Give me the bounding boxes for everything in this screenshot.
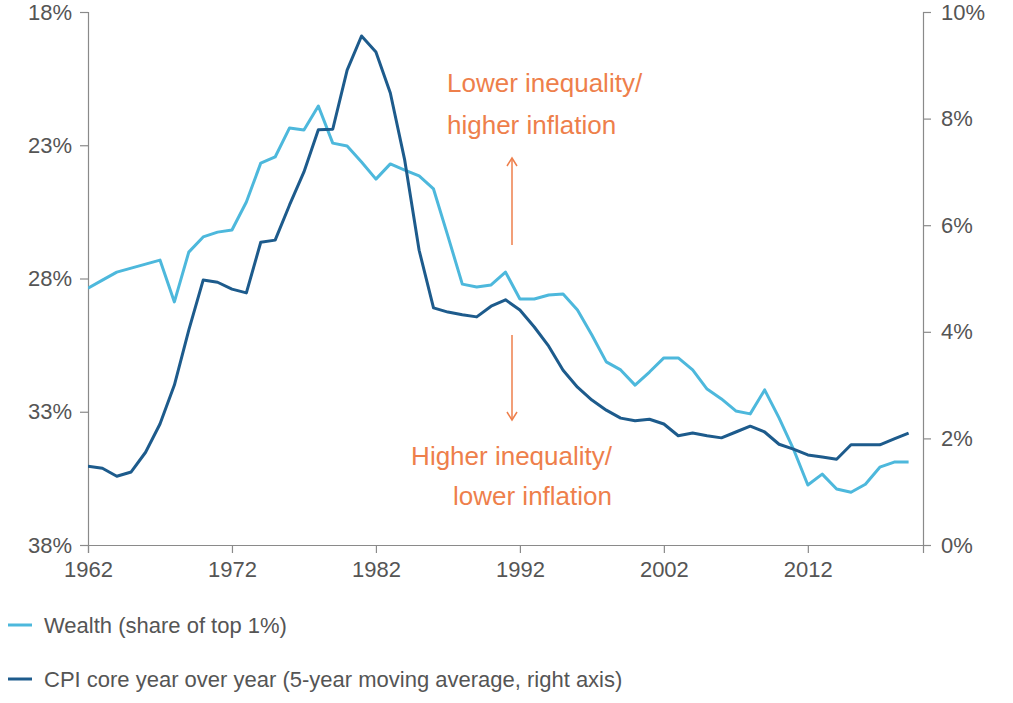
tick-label: 18% — [28, 0, 72, 25]
tick: 28% — [28, 266, 88, 291]
tick-label: 33% — [28, 399, 72, 424]
tick-label: 2002 — [640, 557, 689, 582]
tick: 8% — [923, 106, 973, 131]
tick-mark — [80, 278, 88, 279]
legend-item: Wealth (share of top 1%) — [8, 613, 287, 638]
annotation: lower inflation — [453, 481, 612, 511]
legend-item: CPI core year over year (5-year moving a… — [8, 667, 622, 692]
annotation: higher inflation — [447, 110, 616, 140]
x-axis: 1962 1972 1982 1992 2002 2012 — [64, 545, 923, 582]
tick-mark — [923, 332, 931, 333]
tick-label: 23% — [28, 133, 72, 158]
tick-mark — [232, 545, 233, 553]
tick: 4% — [923, 319, 973, 344]
tick-label: 1992 — [496, 557, 545, 582]
tick: 1982 — [352, 545, 401, 582]
series-line — [88, 36, 909, 476]
tick: 6% — [923, 213, 973, 238]
arrow-shaft — [511, 158, 513, 245]
arrow-head — [507, 158, 517, 166]
legend-swatch — [8, 678, 32, 681]
tick-label: 2% — [941, 426, 973, 451]
tick: 1992 — [496, 545, 545, 582]
legend-label: CPI core year over year (5-year moving a… — [44, 667, 622, 692]
tick-label: 8% — [941, 106, 973, 131]
y2-axis-line — [924, 13, 932, 546]
plot-area — [88, 36, 909, 492]
tick-label: 1972 — [208, 557, 257, 582]
annotations: Lower inequality/higher inflation Higher … — [411, 68, 643, 511]
arrow-shaft — [511, 335, 513, 420]
tick-mark — [80, 12, 88, 13]
tick-mark — [376, 545, 377, 553]
tick-label: 28% — [28, 266, 72, 291]
tick-label: 0% — [941, 533, 973, 558]
tick: 1972 — [208, 545, 257, 582]
tick-label: 4% — [941, 319, 973, 344]
tick: 23% — [28, 133, 88, 158]
chart: 1962 1972 1982 1992 2002 2012 18% 23% 28% 33% 38% 0… — [0, 0, 1013, 703]
tick-label: 1962 — [64, 557, 113, 582]
tick-mark — [88, 545, 89, 553]
y-axis-line — [80, 13, 89, 546]
x-axis-line — [89, 546, 924, 554]
annotation: Higher inequality/ — [411, 441, 613, 471]
tick-mark — [80, 412, 88, 413]
arrow-head — [507, 412, 517, 420]
tick-mark — [923, 545, 931, 546]
tick: 10% — [923, 0, 985, 25]
tick-mark — [80, 145, 88, 146]
tick: 2012 — [784, 545, 833, 582]
series-line — [88, 106, 909, 492]
tick-mark — [80, 545, 88, 546]
tick: 33% — [28, 399, 88, 424]
y2-axis: 0% 2% 4% 6% 8% 10% — [923, 0, 985, 558]
y-axis: 18% 23% 28% 33% 38% — [28, 0, 89, 558]
legend: Wealth (share of top 1%) CPI core year ov… — [8, 613, 622, 692]
tick-label: 1982 — [352, 557, 401, 582]
tick-label: 10% — [941, 0, 985, 25]
tick-label: 38% — [28, 533, 72, 558]
tick-mark — [923, 225, 931, 226]
tick: 38% — [28, 533, 88, 558]
tick: 18% — [28, 0, 88, 25]
tick: 2002 — [640, 545, 689, 582]
tick-mark — [923, 118, 931, 119]
tick-mark — [808, 545, 809, 553]
tick: 2% — [923, 426, 973, 451]
annotation: Lower inequality/ — [447, 68, 643, 98]
tick: 0% — [923, 533, 973, 558]
legend-swatch — [8, 624, 32, 627]
tick-label: 6% — [941, 213, 973, 238]
legend-label: Wealth (share of top 1%) — [44, 613, 287, 638]
tick-mark — [923, 438, 931, 439]
tick-mark — [664, 545, 665, 553]
tick-mark — [923, 12, 931, 13]
tick-label: 2012 — [784, 557, 833, 582]
tick-mark — [520, 545, 521, 553]
